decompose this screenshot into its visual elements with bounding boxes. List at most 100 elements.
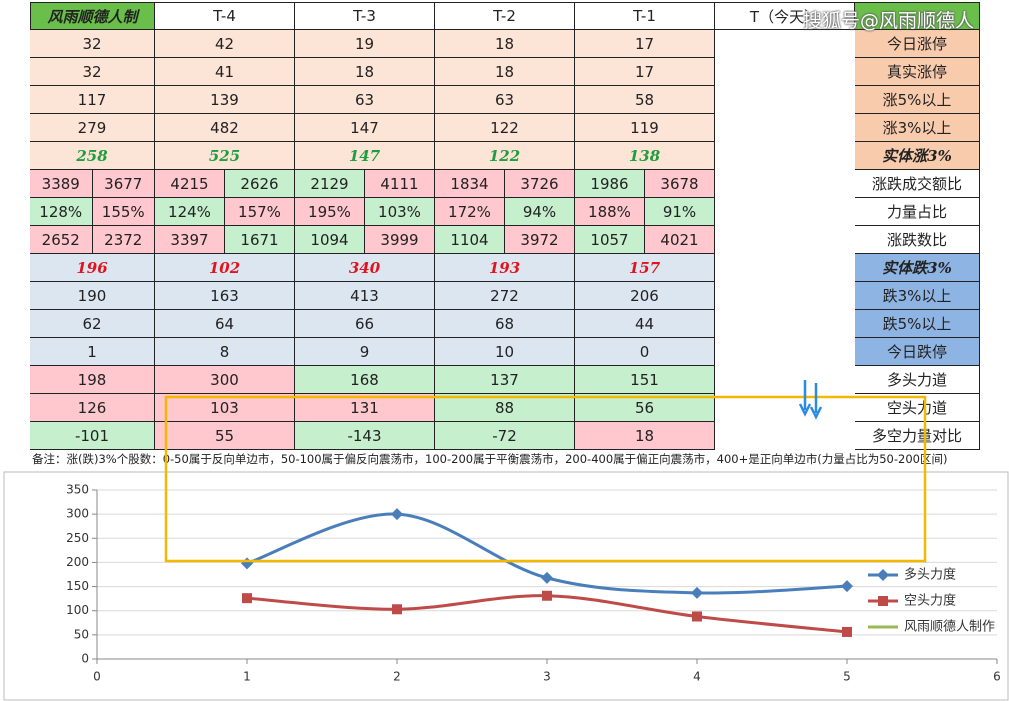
cell: 128% xyxy=(30,198,93,226)
cell: 195% xyxy=(295,198,365,226)
cell: 103 xyxy=(155,394,295,422)
cell: 66 xyxy=(295,310,435,338)
cell: 102 xyxy=(155,254,295,282)
cell: 18 xyxy=(435,58,575,86)
cell: 272 xyxy=(435,282,575,310)
cell: 力量占比 xyxy=(855,198,980,226)
cell: -72 xyxy=(435,422,575,450)
cell: 279 xyxy=(30,114,155,142)
cell: 1 xyxy=(30,338,155,366)
cell: 157% xyxy=(225,198,295,226)
cell: 18 xyxy=(575,422,715,450)
cell: 3999 xyxy=(365,226,435,254)
cell xyxy=(855,2,980,30)
cell: 32 xyxy=(30,58,155,86)
y-tick-label: 200 xyxy=(66,555,89,569)
cell: 2626 xyxy=(225,170,295,198)
cell: 300 xyxy=(155,366,295,394)
cell: 64 xyxy=(155,310,295,338)
x-tick-label: 0 xyxy=(93,670,101,684)
cell: 跌5%以上 xyxy=(855,310,980,338)
legend-marker xyxy=(878,596,888,606)
note: 备注：涨(跌)3%个股数：0-50属于反向单边市，50-100属于偏反向震荡市，… xyxy=(32,452,948,466)
cell: 117 xyxy=(30,86,155,114)
legend-marker xyxy=(877,569,889,581)
cell: T（今天） xyxy=(715,2,855,30)
chart-frame xyxy=(3,471,1009,701)
cell: 17 xyxy=(575,30,715,58)
y-tick-label: 150 xyxy=(66,579,89,593)
cell: 63 xyxy=(435,86,575,114)
cell: 实体涨3% xyxy=(855,142,980,170)
cell: 4215 xyxy=(155,170,225,198)
cell: 151 xyxy=(575,366,715,394)
cell: 172% xyxy=(435,198,505,226)
cell: 88 xyxy=(435,394,575,422)
cell: 122 xyxy=(435,142,575,170)
cell: 119 xyxy=(575,114,715,142)
cell: 3389 xyxy=(30,170,93,198)
cell: 涨3%以上 xyxy=(855,114,980,142)
cell: 198 xyxy=(30,366,155,394)
cell: 42 xyxy=(155,30,295,58)
cell: 206 xyxy=(575,282,715,310)
x-tick-label: 4 xyxy=(693,670,701,684)
cell: 2129 xyxy=(295,170,365,198)
cell: T-1 xyxy=(575,2,715,30)
cell: 340 xyxy=(295,254,435,282)
cell: 41 xyxy=(155,58,295,86)
cell: 3726 xyxy=(505,170,575,198)
cell: 124% xyxy=(155,198,225,226)
cell: 今日跌停 xyxy=(855,338,980,366)
cell: 2372 xyxy=(92,226,155,254)
marker xyxy=(392,604,402,615)
marker xyxy=(692,611,702,622)
cell: 10 xyxy=(435,338,575,366)
cell: 涨跌数比 xyxy=(855,226,980,254)
cell: 155% xyxy=(92,198,155,226)
x-tick-label: 5 xyxy=(843,670,851,684)
cell: 163 xyxy=(155,282,295,310)
cell: 68 xyxy=(435,310,575,338)
cell: 空头力道 xyxy=(855,394,980,422)
cell: 190 xyxy=(30,282,155,310)
y-tick-label: 350 xyxy=(66,483,89,497)
cell: 482 xyxy=(155,114,295,142)
cell: 18 xyxy=(295,58,435,86)
cell: 3972 xyxy=(505,226,575,254)
cell: 137 xyxy=(435,366,575,394)
marker xyxy=(541,571,553,584)
cell: 17 xyxy=(575,58,715,86)
cell: 18 xyxy=(435,30,575,58)
cell: 147 xyxy=(295,114,435,142)
cell: 413 xyxy=(295,282,435,310)
cell: 91% xyxy=(645,198,715,226)
y-tick-label: 100 xyxy=(66,603,89,617)
cell: 44 xyxy=(575,310,715,338)
cell: 1104 xyxy=(435,226,505,254)
legend-label: 多头力度 xyxy=(904,567,956,583)
chart: 0 50 100 150 200 250 300 350 0 1 2 3 4 5 6 多头力度空头力度风雨顺德… xyxy=(3,471,1009,701)
cell: -143 xyxy=(295,422,435,450)
x-tick-label: 3 xyxy=(543,670,551,684)
cell: 19 xyxy=(295,30,435,58)
cell: T-2 xyxy=(435,2,575,30)
marker xyxy=(841,580,853,593)
cell: 56 xyxy=(575,394,715,422)
cell: T-3 xyxy=(295,2,435,30)
cell: 3677 xyxy=(92,170,155,198)
cell: 103% xyxy=(365,198,435,226)
y-tick-label: 300 xyxy=(66,507,89,521)
cell: -101 xyxy=(30,422,155,450)
cell: 实体跌3% xyxy=(855,254,980,282)
cell: 193 xyxy=(435,254,575,282)
cell: 62 xyxy=(30,310,155,338)
y-tick-label: 250 xyxy=(66,531,89,545)
marker xyxy=(842,626,852,637)
cell: 8 xyxy=(155,338,295,366)
cell: 147 xyxy=(295,142,435,170)
cell: 525 xyxy=(155,142,295,170)
cell: 122 xyxy=(435,114,575,142)
cell: 139 xyxy=(155,86,295,114)
